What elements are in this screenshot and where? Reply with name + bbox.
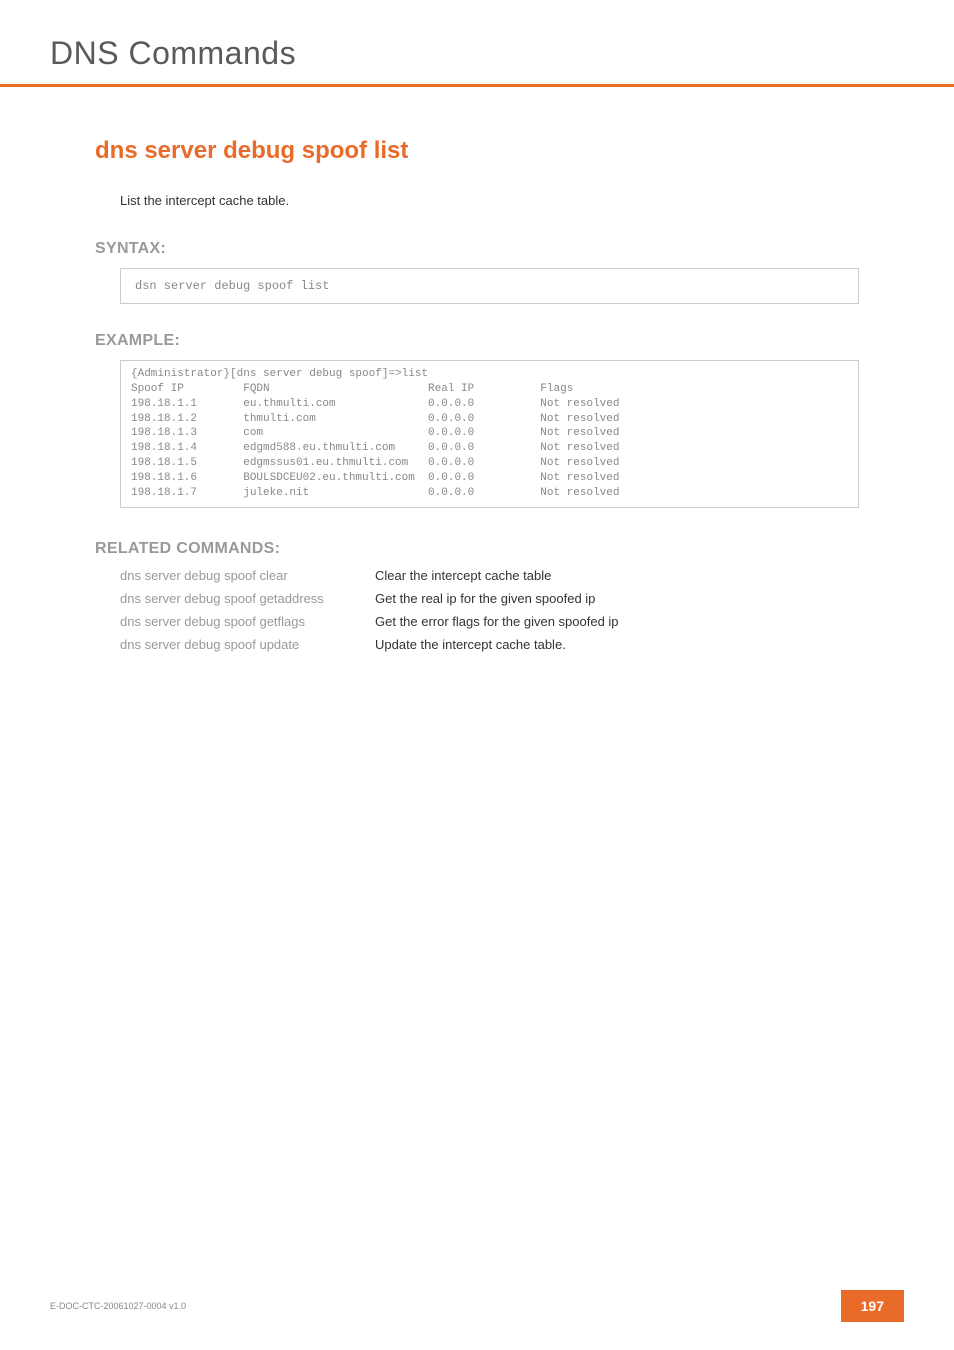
syntax-code-box: dsn server debug spoof list [120, 268, 859, 304]
related-command: dns server debug spoof update [120, 637, 375, 652]
related-row: dns server debug spoof clear Clear the i… [120, 568, 859, 583]
related-row: dns server debug spoof getaddress Get th… [120, 591, 859, 606]
example-line: 198.18.1.4 edgmd588.eu.thmulti.com 0.0.0… [131, 442, 619, 454]
content-area: dns server debug spoof list List the int… [0, 87, 954, 652]
related-description: Get the real ip for the given spoofed ip [375, 591, 595, 606]
related-row: dns server debug spoof update Update the… [120, 637, 859, 652]
command-title: dns server debug spoof list [95, 137, 859, 165]
related-description: Get the error flags for the given spoofe… [375, 614, 619, 629]
related-description: Update the intercept cache table. [375, 637, 566, 652]
example-line: 198.18.1.6 BOULSDCEU02.eu.thmulti.com 0.… [131, 472, 619, 484]
example-line: 198.18.1.1 eu.thmulti.com 0.0.0.0 Not re… [131, 398, 619, 410]
footer-page-number: 197 [841, 1290, 904, 1322]
command-description: List the intercept cache table. [120, 193, 859, 208]
page-header-title: DNS Commands [50, 35, 904, 72]
example-line: 198.18.1.5 edgmssus01.eu.thmulti.com 0.0… [131, 457, 619, 469]
example-line: 198.18.1.7 juleke.nit 0.0.0.0 Not resolv… [131, 487, 619, 499]
example-code-box: {Administrator}[dns server debug spoof]=… [120, 360, 859, 508]
page-header: DNS Commands [0, 0, 954, 87]
example-line: {Administrator}[dns server debug spoof]=… [131, 368, 428, 380]
related-command: dns server debug spoof getaddress [120, 591, 375, 606]
example-heading: EXAMPLE: [95, 332, 859, 350]
example-line: 198.18.1.3 com 0.0.0.0 Not resolved [131, 427, 619, 439]
related-command: dns server debug spoof clear [120, 568, 375, 583]
syntax-code: dsn server debug spoof list [135, 279, 329, 293]
footer-doc-id: E-DOC-CTC-20061027-0004 v1.0 [50, 1301, 186, 1311]
syntax-heading: SYNTAX: [95, 240, 859, 258]
related-heading: RELATED COMMANDS: [95, 540, 859, 558]
related-command: dns server debug spoof getflags [120, 614, 375, 629]
page-footer: E-DOC-CTC-20061027-0004 v1.0 197 [50, 1290, 904, 1322]
example-line: Spoof IP FQDN Real IP Flags [131, 383, 573, 395]
example-line: 198.18.1.2 thmulti.com 0.0.0.0 Not resol… [131, 413, 619, 425]
related-row: dns server debug spoof getflags Get the … [120, 614, 859, 629]
related-commands-table: dns server debug spoof clear Clear the i… [120, 568, 859, 652]
related-description: Clear the intercept cache table [375, 568, 551, 583]
